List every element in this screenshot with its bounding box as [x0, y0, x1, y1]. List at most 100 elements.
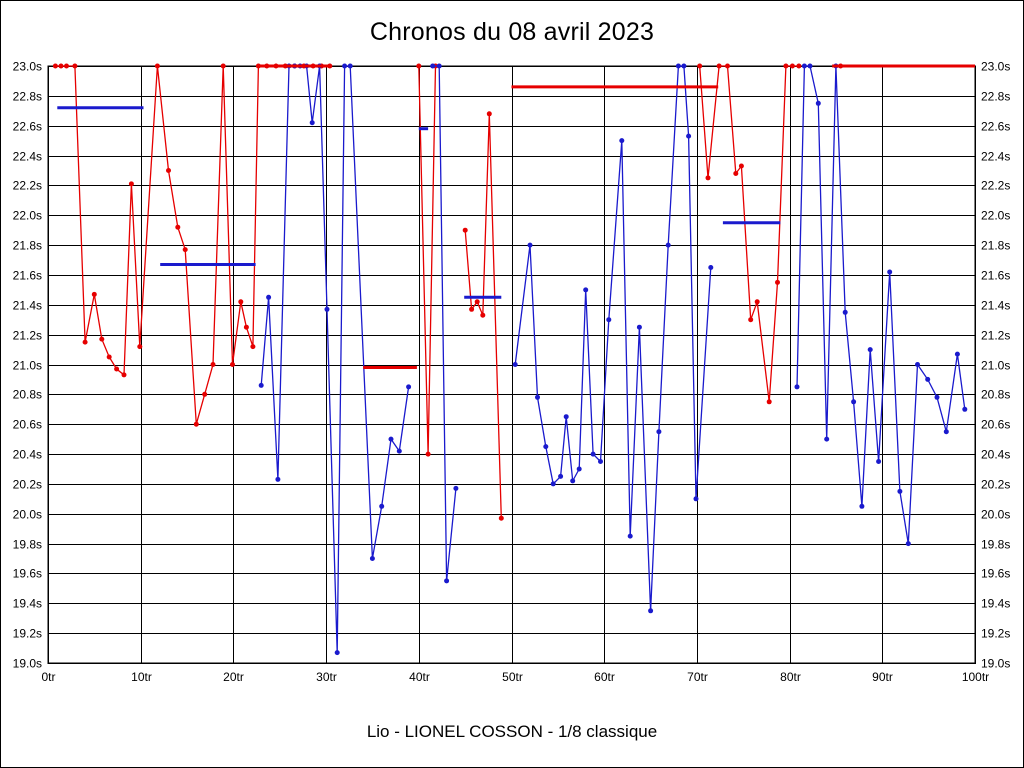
- x-tick-label: 70tr: [687, 670, 708, 684]
- blue-lap-point: [324, 306, 330, 312]
- red-lap-point: [106, 354, 112, 360]
- blue-lap-point: [583, 287, 589, 293]
- red-lap-point: [238, 299, 244, 305]
- red-lap-point: [99, 336, 105, 342]
- y-tick-label-left: 21.2s: [13, 329, 42, 343]
- blue-lap-point: [275, 476, 281, 482]
- red-lap-point: [416, 63, 422, 69]
- red-lap-point: [121, 372, 127, 378]
- grid-lines: [48, 66, 976, 664]
- blue-lap-point: [867, 347, 873, 353]
- blue-lap-point: [859, 503, 865, 509]
- blue-lap-point: [681, 63, 687, 69]
- red-lap-point: [154, 63, 160, 69]
- blue-lap-point: [794, 384, 800, 390]
- red-lap-point: [775, 279, 780, 285]
- red-lap-point: [210, 362, 216, 367]
- plot-frame: [47, 65, 976, 664]
- red-lap-series: [52, 63, 844, 521]
- y-tick-label-right: 22.8s: [981, 90, 1010, 104]
- y-tick-label-right: 19.4s: [981, 597, 1010, 611]
- blue-lap-point: [807, 63, 813, 69]
- blue-lap-point: [535, 394, 540, 400]
- y-tick-label-right: 20.0s: [981, 508, 1010, 522]
- y-tick-label-left: 21.8s: [13, 239, 42, 253]
- blue-lap-point: [347, 63, 353, 69]
- red-lap-point: [91, 291, 97, 297]
- y-tick-label-right: 20.2s: [981, 478, 1010, 492]
- y-tick-label-right: 22.2s: [981, 179, 1010, 193]
- blue-lap-point: [309, 120, 315, 126]
- y-tick-label-left: 20.4s: [13, 448, 42, 462]
- blue-lap-point: [627, 533, 633, 539]
- red-lap-point: [469, 306, 475, 312]
- y-tick-label-left: 22.2s: [13, 179, 42, 193]
- blue-lap-point: [598, 459, 603, 464]
- blue-lap-point: [824, 436, 830, 442]
- blue-lap-point: [648, 608, 654, 614]
- red-lap-point: [425, 451, 431, 457]
- blue-lap-point: [656, 429, 662, 435]
- red-lap-point: [748, 317, 754, 323]
- red-lap-point: [783, 63, 789, 69]
- x-tick-label: 0tr: [41, 670, 55, 684]
- blue-lap-point: [512, 362, 518, 367]
- red-lap-point: [82, 339, 88, 345]
- y-tick-label-right: 22.6s: [981, 120, 1010, 134]
- red-lap-point: [498, 515, 504, 521]
- red-lap-point: [175, 224, 181, 230]
- red-lap-point: [462, 227, 468, 233]
- y-tick-label-left: 22.6s: [13, 120, 42, 134]
- y-tick-label-left: 20.6s: [13, 418, 42, 432]
- blue-lap-point: [675, 63, 681, 69]
- blue-lap-point: [266, 294, 272, 300]
- y-tick-label-right: 21.0s: [981, 359, 1010, 373]
- blue-lap-point: [619, 138, 625, 144]
- blue-lap-point: [563, 414, 569, 420]
- red-lap-point: [193, 421, 199, 427]
- y-tick-label-right: 21.8s: [981, 239, 1010, 253]
- y-tick-label-left: 19.6s: [13, 567, 42, 581]
- red-lap-point: [182, 247, 188, 253]
- blue-lap-point: [606, 317, 612, 323]
- blue-lap-point: [543, 444, 549, 450]
- blue-lap-point: [527, 242, 533, 248]
- blue-lap-point: [550, 481, 556, 487]
- red-lap-point: [480, 312, 486, 318]
- y-tick-label-right: 20.8s: [981, 388, 1010, 402]
- y-tick-label-left: 22.8s: [13, 90, 42, 104]
- blue-lap-point: [925, 376, 931, 382]
- x-tick-label: 20tr: [223, 670, 244, 684]
- red-lap-point: [202, 391, 208, 397]
- blue-lap-point: [842, 309, 848, 315]
- red-lap-point: [52, 63, 58, 69]
- y-tick-label-right: 19.8s: [981, 538, 1010, 552]
- blue-lap-point: [258, 382, 264, 388]
- y-tick-label-left: 20.2s: [13, 478, 42, 492]
- red-lap-point: [697, 63, 703, 69]
- blue-lap-point: [436, 63, 442, 69]
- y-tick-label-left: 22.0s: [13, 209, 42, 223]
- blue-lap-point: [887, 269, 893, 275]
- blue-lap-point: [954, 351, 960, 357]
- blue-lap-point: [943, 429, 949, 435]
- blue-lap-point: [897, 488, 903, 494]
- red-lap-point: [64, 63, 69, 69]
- blue-lap-point: [558, 473, 564, 479]
- blue-lap-point: [851, 399, 857, 405]
- blue-lap-point: [665, 242, 671, 248]
- blue-lap-point: [801, 63, 807, 69]
- blue-lap-point: [379, 503, 385, 509]
- y-tick-label-left: 22.4s: [13, 150, 42, 164]
- blue-lap-series: [258, 63, 968, 656]
- red-lap-point: [220, 63, 226, 69]
- blue-lap-point: [815, 100, 821, 106]
- y-tick-label-right: 20.4s: [981, 448, 1010, 462]
- blue-lap-point: [693, 496, 699, 502]
- x-tick-label: 10tr: [131, 670, 152, 684]
- y-tick-label-right: 21.6s: [981, 269, 1010, 283]
- x-tick-label: 60tr: [594, 670, 615, 684]
- red-lap-point: [705, 175, 711, 181]
- red-lap-point: [733, 171, 739, 176]
- red-lap-point: [250, 344, 256, 350]
